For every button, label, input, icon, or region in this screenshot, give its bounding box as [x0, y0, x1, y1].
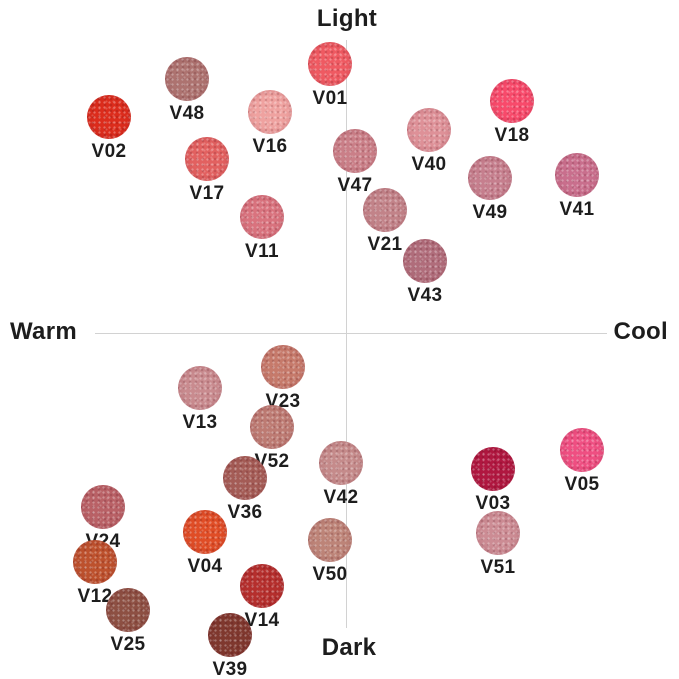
shade-color-dot[interactable] [81, 485, 125, 529]
warm-cool-axis-line [95, 333, 607, 334]
shade-label: V48 [169, 103, 205, 124]
shade-label: V36 [227, 502, 263, 523]
shade-color-dot[interactable] [403, 239, 447, 283]
shade-color-dot[interactable] [240, 564, 284, 608]
shade-label: V41 [559, 199, 595, 220]
shade-label: V03 [475, 493, 511, 514]
shade-label: V18 [494, 125, 530, 146]
shade-color-dot[interactable] [555, 153, 599, 197]
axis-label-warm: Warm [10, 317, 77, 345]
shade-color-dot[interactable] [250, 405, 294, 449]
shade-label: V25 [110, 634, 146, 655]
shade-label: V50 [312, 564, 348, 585]
shade-label: V12 [77, 586, 113, 607]
shade-label: V02 [91, 141, 127, 162]
shade-color-dot[interactable] [476, 511, 520, 555]
axis-label-cool: Cool [613, 317, 668, 345]
shade-color-dot[interactable] [208, 613, 252, 657]
shade-color-dot[interactable] [87, 95, 131, 139]
shade-color-dot[interactable] [165, 57, 209, 101]
shade-color-dot[interactable] [471, 447, 515, 491]
axis-label-dark: Dark [321, 634, 377, 661]
shade-color-dot[interactable] [319, 441, 363, 485]
shade-color-dot[interactable] [560, 428, 604, 472]
shade-label: V11 [245, 241, 279, 262]
shade-color-dot[interactable] [468, 156, 512, 200]
shade-label: V42 [323, 487, 359, 508]
shade-color-dot[interactable] [106, 588, 150, 632]
shade-label: V47 [337, 175, 373, 196]
shade-color-dot[interactable] [185, 137, 229, 181]
shade-label: V21 [367, 234, 403, 255]
shade-color-dot[interactable] [73, 540, 117, 584]
shade-label: V49 [472, 202, 508, 223]
shade-color-dot[interactable] [183, 510, 227, 554]
shade-label: V14 [244, 610, 280, 631]
axis-label-light: Light [316, 5, 378, 32]
shade-label: V05 [564, 474, 600, 495]
shade-label: V51 [480, 557, 516, 578]
shade-color-dot[interactable] [261, 345, 305, 389]
shade-label: V17 [189, 183, 225, 204]
shade-label: V40 [411, 154, 447, 175]
shade-color-dot[interactable] [240, 195, 284, 239]
light-dark-axis-line [346, 40, 347, 628]
shade-color-dot[interactable] [363, 188, 407, 232]
shade-label: V13 [182, 412, 218, 433]
shade-label: V01 [312, 88, 348, 109]
shade-color-dot[interactable] [490, 79, 534, 123]
shade-label: V43 [407, 285, 443, 306]
shade-color-dot[interactable] [248, 90, 292, 134]
shade-color-dot[interactable] [407, 108, 451, 152]
shade-label: V39 [212, 659, 248, 679]
shade-label: V16 [252, 136, 288, 157]
shade-label: V04 [187, 556, 223, 577]
shade-color-dot[interactable] [333, 129, 377, 173]
shade-color-dot[interactable] [178, 366, 222, 410]
shade-color-dot[interactable] [308, 518, 352, 562]
shade-color-dot[interactable] [308, 42, 352, 86]
shade-color-dot[interactable] [223, 456, 267, 500]
